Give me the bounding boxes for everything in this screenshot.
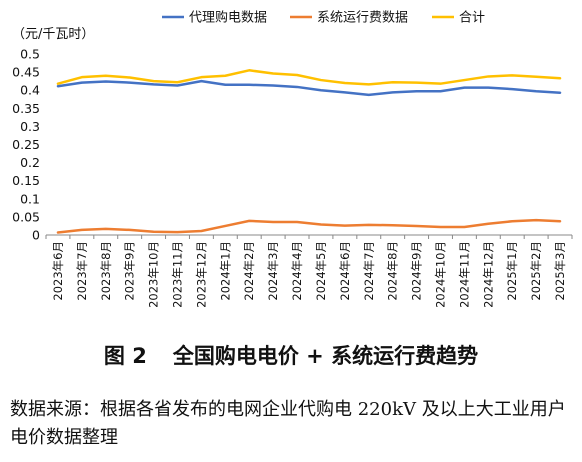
source-note: 数据来源：根据各省发布的电网企业代购电 220kV 及以上大工业用户电价数据整理 [10,399,566,448]
x-tick-label: 2023年7月 [75,241,89,301]
legend-label: 合计 [459,11,485,26]
x-tick-label: 2024年2月 [242,241,256,301]
y-tick-label: 0.1 [20,191,40,206]
y-tick-label: 0.45 [12,65,40,80]
x-tick-label: 2024年9月 [410,241,424,301]
x-tick-label: 2024年1月 [218,241,232,301]
x-tick-label: 2024年7月 [362,241,376,301]
x-tick-label: 2023年12月 [194,241,208,308]
legend-label: 系统运行费数据 [317,11,408,26]
x-tick-label: 2025年1月 [505,241,519,301]
y-tick-label: 0.35 [12,101,40,116]
x-tick-label: 2023年6月 [51,241,65,301]
figure-title: 全国购电电价 + 系统运行费趋势 [172,344,479,368]
figure-caption: 图 2 全国购电电价 + 系统运行费趋势 [0,340,582,370]
x-tick-label: 2024年12月 [481,241,495,308]
series-line [56,79,562,97]
x-tick-label: 2023年10月 [147,241,161,308]
y-tick-label: 0.4 [20,83,40,98]
legend-label: 代理购电数据 [189,10,267,26]
y-tick-label: 0 [32,228,40,243]
y-tick-label: 0.15 [12,173,40,188]
x-tick-label: 2024年11月 [457,241,471,308]
x-tick-label: 2024年6月 [338,241,352,301]
series-line [56,218,562,234]
x-tick-label: 2023年8月 [99,241,113,301]
y-tick-label: 0.5 [20,47,40,62]
line-chart: （元/千瓦时） 代理购电数据 系统运行费数据 合计 0 0.05 0.1 0.15 0.2 0.2… [12,10,573,308]
x-tick-label: 2025年3月 [553,241,567,301]
x-tick-label: 2024年3月 [266,241,280,301]
x-tick-label: 2024年5月 [314,241,328,301]
y-tick-label: 0.2 [20,155,40,170]
x-tick-label: 2024年10月 [434,241,448,308]
series-line [56,69,562,86]
y-tick-label: 0.3 [20,119,40,134]
figure-number: 图 2 [103,344,147,368]
x-tick-label: 2023年9月 [123,241,137,301]
x-tick-label: 2025年2月 [529,241,543,301]
x-tick-label: 2024年4月 [290,241,304,301]
y-tick-label: 0.05 [12,209,40,224]
x-tick-label: 2024年8月 [386,241,400,301]
x-tick-label: 2023年11月 [171,241,185,308]
y-tick-label: 0.25 [12,137,40,152]
y-axis-unit-label: （元/千瓦时） [12,27,94,42]
